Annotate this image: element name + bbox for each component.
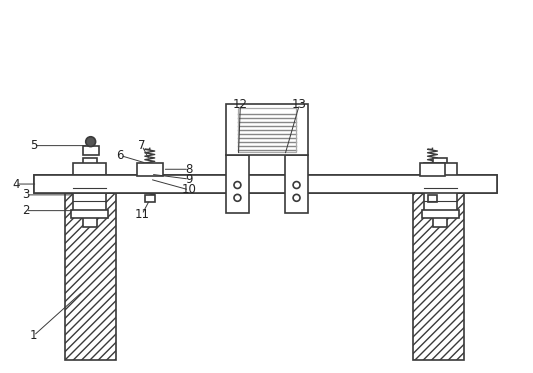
Bar [413, 193, 464, 360]
Text: 1: 1 [30, 329, 37, 342]
Bar [34, 175, 497, 193]
Bar [285, 156, 309, 213]
Text: 8: 8 [185, 163, 193, 176]
Bar [225, 104, 309, 156]
Circle shape [293, 182, 300, 188]
Bar [34, 175, 497, 193]
Text: 6: 6 [117, 149, 124, 162]
Text: 11: 11 [134, 208, 149, 221]
Bar [427, 195, 438, 202]
Bar [71, 210, 108, 217]
Bar [83, 159, 96, 228]
Text: 12: 12 [233, 98, 248, 111]
Bar [73, 163, 107, 213]
Text: 4: 4 [12, 178, 20, 191]
Bar [419, 163, 445, 176]
Text: 5: 5 [30, 139, 37, 152]
Text: 9: 9 [185, 173, 193, 186]
Bar [65, 193, 116, 360]
Bar [422, 210, 459, 217]
Bar [83, 145, 99, 156]
Circle shape [234, 182, 241, 188]
Circle shape [293, 194, 300, 201]
Bar [225, 156, 249, 213]
Text: 13: 13 [292, 98, 307, 111]
Text: 2: 2 [22, 204, 29, 217]
Text: 10: 10 [182, 184, 197, 197]
Circle shape [234, 194, 241, 201]
Bar [145, 195, 155, 202]
Bar [433, 159, 447, 228]
Circle shape [86, 137, 95, 147]
Text: 7: 7 [138, 139, 146, 152]
Bar [424, 163, 457, 213]
Bar [137, 163, 163, 176]
Text: 3: 3 [22, 188, 29, 201]
Bar [238, 108, 296, 151]
